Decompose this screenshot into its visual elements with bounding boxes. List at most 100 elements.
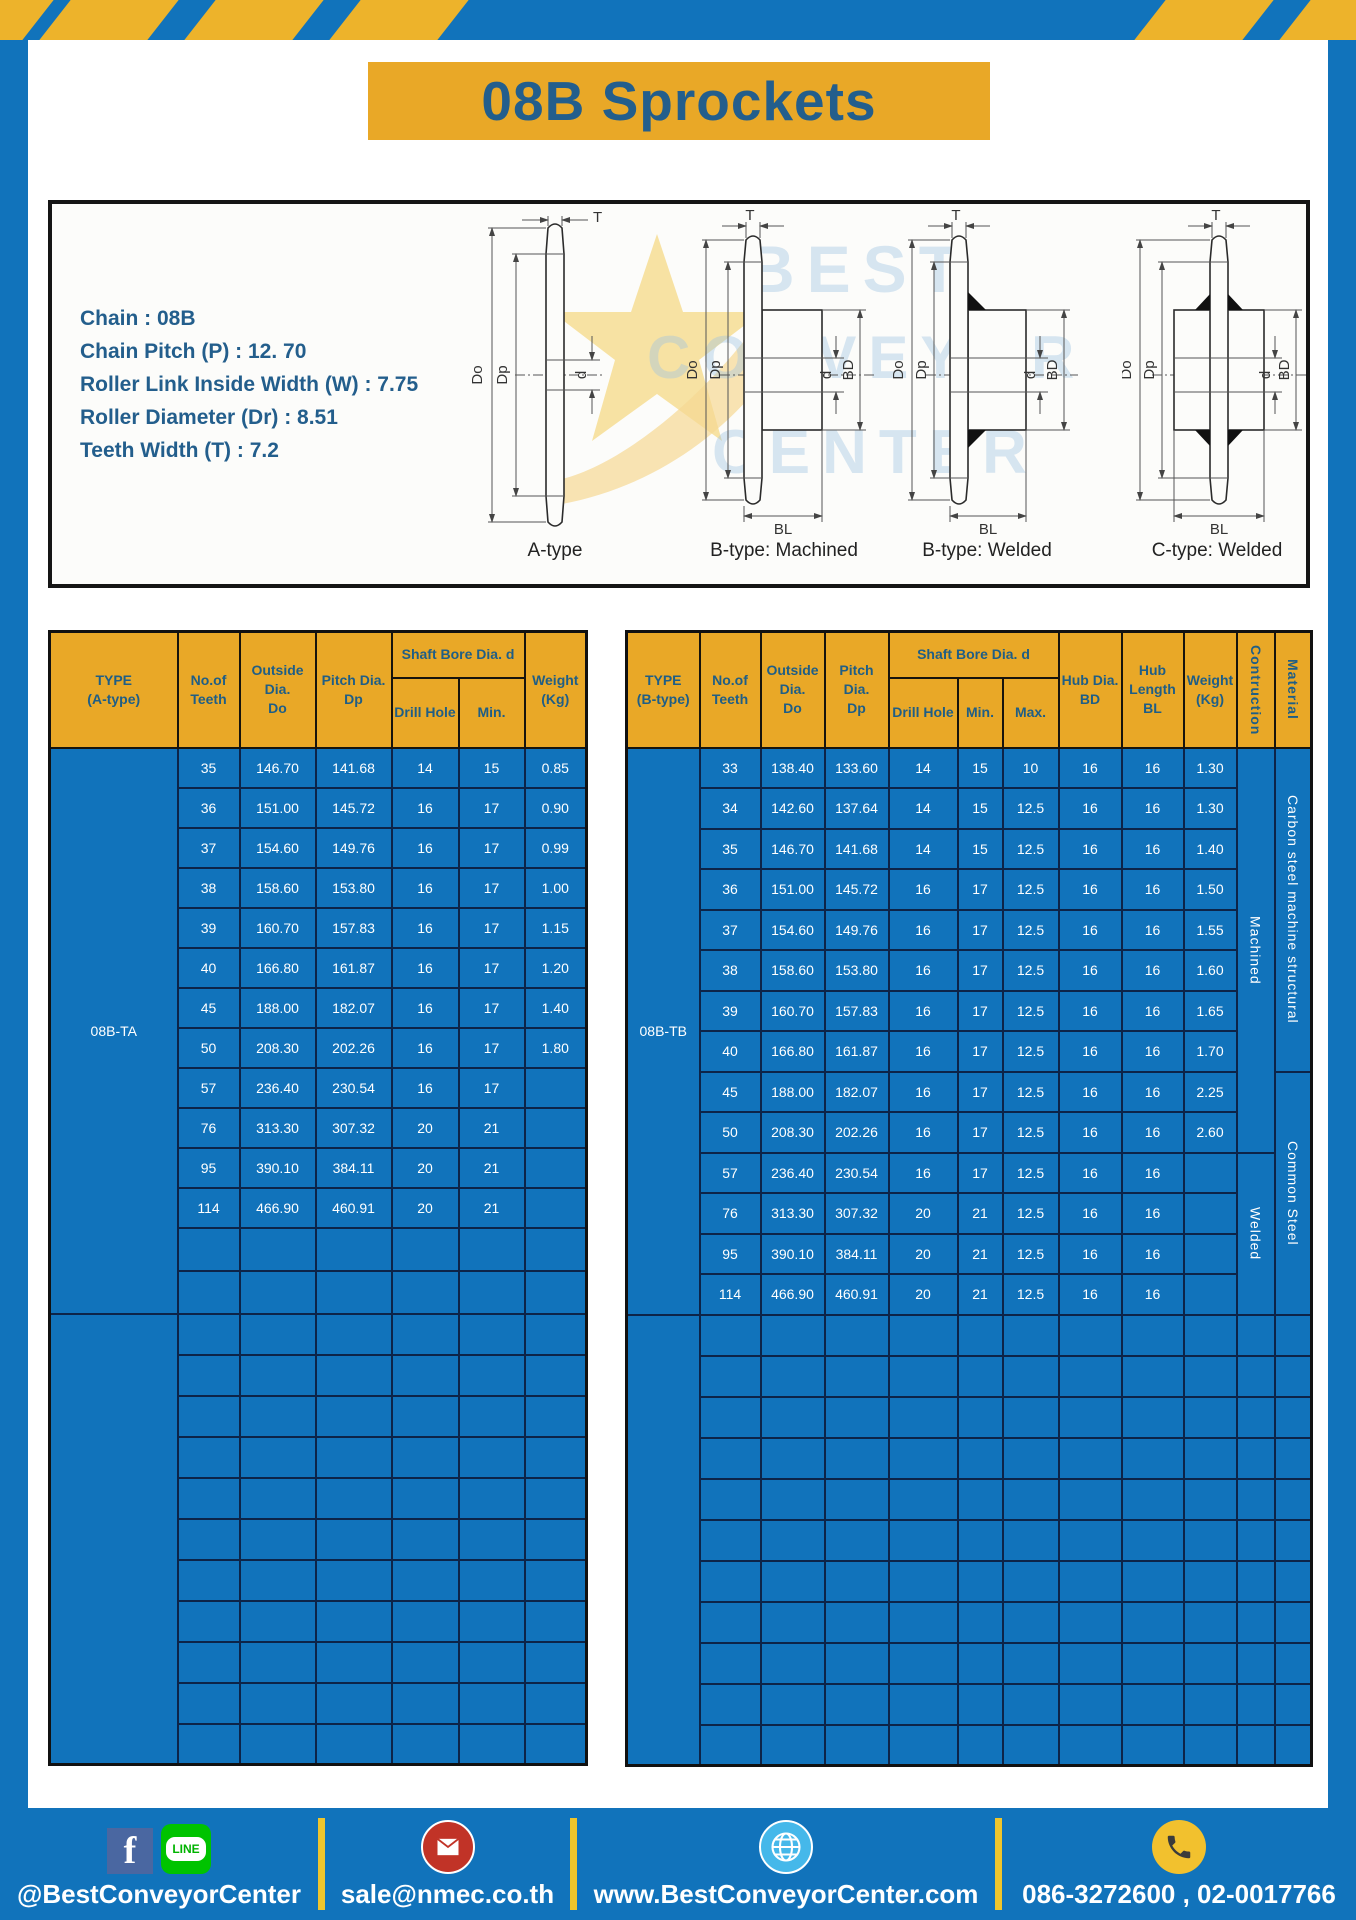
empty-cell	[314, 1476, 393, 1520]
empty-cell	[1273, 1436, 1313, 1480]
empty-cell	[1182, 1559, 1238, 1603]
email-address: sale@nmec.co.th	[340, 1879, 555, 1909]
data-cell: 16	[1057, 908, 1123, 951]
empty-cell	[238, 1226, 317, 1272]
empty-cell	[956, 1354, 1004, 1398]
empty-cell	[1182, 1354, 1238, 1398]
data-row: 57 236.40 230.54 16 17 12.5 16 16 Welded	[627, 1151, 1312, 1316]
data-cell: 166.80	[238, 946, 317, 989]
empty-cell	[698, 1313, 762, 1357]
empty-cell	[698, 1641, 762, 1685]
data-cell: 16	[1057, 1192, 1123, 1235]
empty-cell	[1273, 1641, 1313, 1685]
col-header-min: Min.	[457, 676, 526, 749]
data-cell: 16	[1057, 1070, 1123, 1113]
empty-cell	[956, 1600, 1004, 1644]
data-cell: 12.5	[1001, 1151, 1060, 1194]
empty-cell	[1235, 1600, 1276, 1644]
data-cell: 1.80	[523, 1026, 588, 1069]
empty-cell	[523, 1681, 588, 1725]
data-cell: 1.15	[523, 906, 588, 949]
col-header-no-of-teeth: No.of Teeth	[698, 630, 762, 749]
data-cell: 1.70	[1182, 1030, 1238, 1073]
data-cell: 16	[887, 868, 959, 911]
data-cell: 154.60	[759, 908, 826, 951]
dim-label-bl: BL	[774, 521, 792, 538]
data-cell: 2.60	[1182, 1111, 1238, 1154]
data-cell: 466.90	[759, 1273, 826, 1316]
empty-cell	[698, 1682, 762, 1726]
empty-row	[627, 1559, 1313, 1603]
data-cell: 16	[1120, 1232, 1185, 1275]
empty-cell	[457, 1599, 526, 1643]
data-cell: 36	[698, 868, 762, 911]
empty-cell	[1235, 1559, 1276, 1603]
empty-cell	[698, 1559, 762, 1603]
data-cell: 16	[1057, 1111, 1123, 1154]
diagram-a-type: T Do Dp d	[460, 210, 650, 540]
data-cell: 15	[457, 746, 526, 789]
empty-cell	[314, 1722, 393, 1766]
data-cell: 307.32	[314, 1106, 393, 1149]
data-cell: 17	[956, 908, 1004, 951]
data-cell: 138.40	[759, 746, 826, 789]
data-row: 37 154.60 149.76 16 17 0.99	[50, 826, 588, 869]
empty-cell	[1273, 1682, 1313, 1726]
empty-cell	[823, 1354, 890, 1398]
data-cell: 313.30	[238, 1106, 317, 1149]
empty-cell	[457, 1558, 526, 1602]
data-cell: 12.5	[1001, 1232, 1060, 1275]
data-cell: 307.32	[823, 1192, 890, 1235]
empty-cell	[1235, 1641, 1276, 1685]
data-cell: 35	[698, 827, 762, 870]
type-group-cell: 08B-TB	[625, 746, 701, 1316]
data-cell: 50	[176, 1026, 241, 1069]
data-row: 38 158.60 153.80 16 17 12.5 16 16 1.60	[627, 949, 1312, 992]
data-row: 40 166.80 161.87 16 17 12.5 16 16 1.70	[627, 1030, 1312, 1073]
col-header-type: TYPE (A-type)	[48, 630, 179, 749]
data-cell: 208.30	[238, 1026, 317, 1069]
data-cell: 12.5	[1001, 949, 1060, 992]
data-cell: 12.5	[1001, 989, 1060, 1032]
empty-cell	[1273, 1600, 1313, 1644]
empty-cell	[1120, 1641, 1185, 1685]
data-cell: 158.60	[759, 949, 826, 992]
empty-row	[627, 1477, 1313, 1521]
empty-cell	[1273, 1723, 1313, 1767]
empty-cell	[314, 1599, 393, 1643]
data-cell: 16	[1120, 949, 1185, 992]
line-icon: LINE	[161, 1824, 211, 1874]
data-row: 40 166.80 161.87 16 17 1.20	[50, 946, 588, 989]
empty-cell	[1235, 1436, 1276, 1480]
empty-cell	[1001, 1395, 1060, 1439]
empty-cell	[698, 1477, 762, 1521]
empty-row	[50, 1722, 588, 1766]
data-cell: 16	[390, 1066, 460, 1109]
header-row: TYPE (A-type) No.of Teeth Outside Dia. Do Pitch…	[48, 630, 588, 749]
footer-divider	[570, 1818, 577, 1910]
data-cell: 95	[176, 1146, 241, 1189]
data-cell: 16	[1057, 1151, 1123, 1194]
header-row: Drill Hole Min. Max.	[627, 676, 1312, 749]
empty-cell	[698, 1723, 762, 1767]
construction-cell: Machined	[1235, 746, 1276, 1154]
data-cell: 17	[956, 868, 1004, 911]
empty-cell	[1001, 1559, 1060, 1603]
empty-cell	[176, 1353, 241, 1397]
data-cell: 39	[176, 906, 241, 949]
data-cell	[523, 1186, 588, 1229]
data-cell: 149.76	[823, 908, 890, 951]
empty-cell	[759, 1559, 826, 1603]
empty-cell	[1273, 1354, 1313, 1398]
empty-row	[48, 1312, 588, 1766]
empty-cell	[823, 1723, 890, 1767]
data-cell: 17	[457, 1066, 526, 1109]
type-group-cell-empty	[625, 1313, 701, 1767]
empty-cell	[1057, 1559, 1123, 1603]
empty-cell	[887, 1477, 959, 1521]
empty-cell	[314, 1558, 393, 1602]
data-cell: 166.80	[759, 1030, 826, 1073]
data-cell: 1.40	[1182, 827, 1238, 870]
empty-cell	[1120, 1436, 1185, 1480]
empty-cell	[1182, 1477, 1238, 1521]
